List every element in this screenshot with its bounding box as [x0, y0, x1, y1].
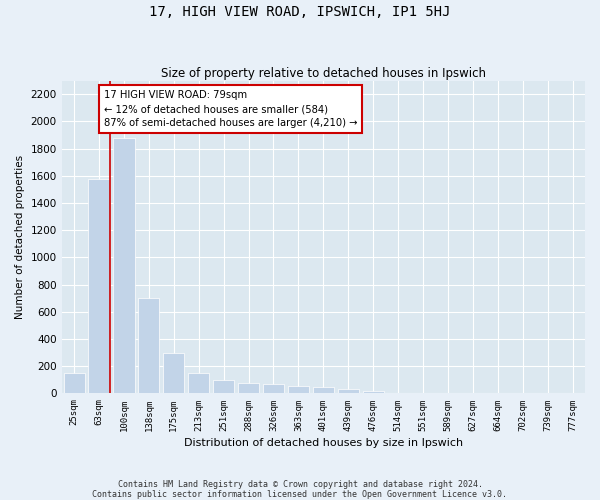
Bar: [163, 352, 184, 394]
Title: Size of property relative to detached houses in Ipswich: Size of property relative to detached ho…: [161, 66, 486, 80]
Bar: [338, 390, 359, 394]
Bar: [113, 138, 134, 394]
Bar: [64, 373, 85, 394]
Bar: [238, 382, 259, 394]
Bar: [213, 380, 234, 394]
Bar: [263, 384, 284, 394]
Bar: [362, 390, 384, 394]
Bar: [313, 386, 334, 394]
Text: 17, HIGH VIEW ROAD, IPSWICH, IP1 5HJ: 17, HIGH VIEW ROAD, IPSWICH, IP1 5HJ: [149, 5, 451, 19]
Bar: [138, 298, 160, 394]
Text: Contains HM Land Registry data © Crown copyright and database right 2024.
Contai: Contains HM Land Registry data © Crown c…: [92, 480, 508, 499]
Text: 17 HIGH VIEW ROAD: 79sqm
← 12% of detached houses are smaller (584)
87% of semi-: 17 HIGH VIEW ROAD: 79sqm ← 12% of detach…: [104, 90, 357, 128]
X-axis label: Distribution of detached houses by size in Ipswich: Distribution of detached houses by size …: [184, 438, 463, 448]
Bar: [188, 373, 209, 394]
Bar: [88, 178, 110, 394]
Bar: [288, 386, 309, 394]
Y-axis label: Number of detached properties: Number of detached properties: [15, 155, 25, 319]
